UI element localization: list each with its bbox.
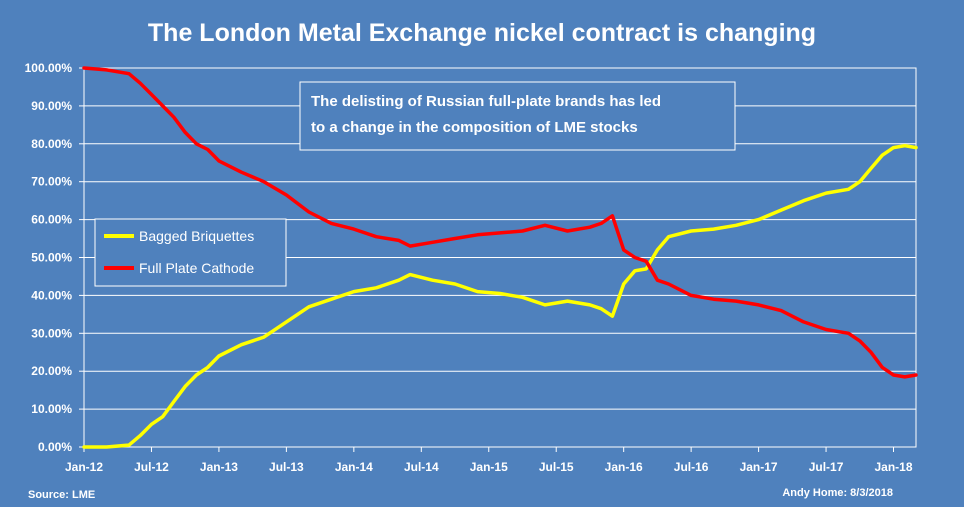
annotation-line-1: The delisting of Russian full-plate bran… xyxy=(311,93,661,110)
series-lines xyxy=(82,66,918,449)
y-tick-label: 60.00% xyxy=(31,213,72,227)
series-line-full-plate-cathode xyxy=(82,66,918,379)
legend: Bagged Briquettes Full Plate Cathode xyxy=(94,218,287,287)
x-tick-label: Jul-13 xyxy=(269,460,304,474)
annotation-box: The delisting of Russian full-plate bran… xyxy=(299,81,736,151)
y-tick-label: 10.00% xyxy=(31,402,72,416)
y-tick-label: 40.00% xyxy=(31,288,72,302)
chart-title: The London Metal Exchange nickel contrac… xyxy=(148,19,816,47)
legend-label-full-plate-cathode: Full Plate Cathode xyxy=(139,260,254,276)
y-tick-label: 20.00% xyxy=(31,364,72,378)
x-tick-label: Jan-17 xyxy=(740,460,778,474)
annotation-line-2: to a change in the composition of LME st… xyxy=(311,119,638,136)
series-line-bagged-briquettes xyxy=(82,143,918,449)
y-axis-ticks: 0.00% 10.00% 20.00% 30.00% 40.00% 50.00% 60.00… xyxy=(25,61,84,454)
x-tick-label: Jan-12 xyxy=(65,460,103,474)
x-tick-label: Jan-16 xyxy=(605,460,643,474)
x-tick-label: Jul-12 xyxy=(134,460,169,474)
x-axis-ticks: Jan-12 Jul-12 Jan-13 Jul-13 Jan-14 Jul-14 Jan-… xyxy=(65,447,913,474)
x-tick-label: Jan-15 xyxy=(470,460,508,474)
x-tick-label: Jan-18 xyxy=(874,460,912,474)
x-tick-label: Jul-16 xyxy=(674,460,709,474)
y-tick-label: 0.00% xyxy=(38,440,72,454)
x-tick-label: Jul-15 xyxy=(539,460,574,474)
x-tick-label: Jan-13 xyxy=(200,460,238,474)
x-tick-label: Jan-14 xyxy=(335,460,373,474)
y-tick-label: 80.00% xyxy=(31,137,72,151)
x-tick-label: Jul-17 xyxy=(809,460,844,474)
y-tick-label: 30.00% xyxy=(31,326,72,340)
legend-label-bagged-briquettes: Bagged Briquettes xyxy=(139,228,254,244)
y-tick-label: 70.00% xyxy=(31,175,72,189)
x-tick-label: Jul-14 xyxy=(404,460,439,474)
y-tick-label: 90.00% xyxy=(31,99,72,113)
author-note: Andy Home: 8/3/2018 xyxy=(782,487,893,499)
y-tick-label: 50.00% xyxy=(31,251,72,265)
source-note: Source: LME xyxy=(28,489,95,501)
y-tick-label: 100.00% xyxy=(25,61,73,75)
